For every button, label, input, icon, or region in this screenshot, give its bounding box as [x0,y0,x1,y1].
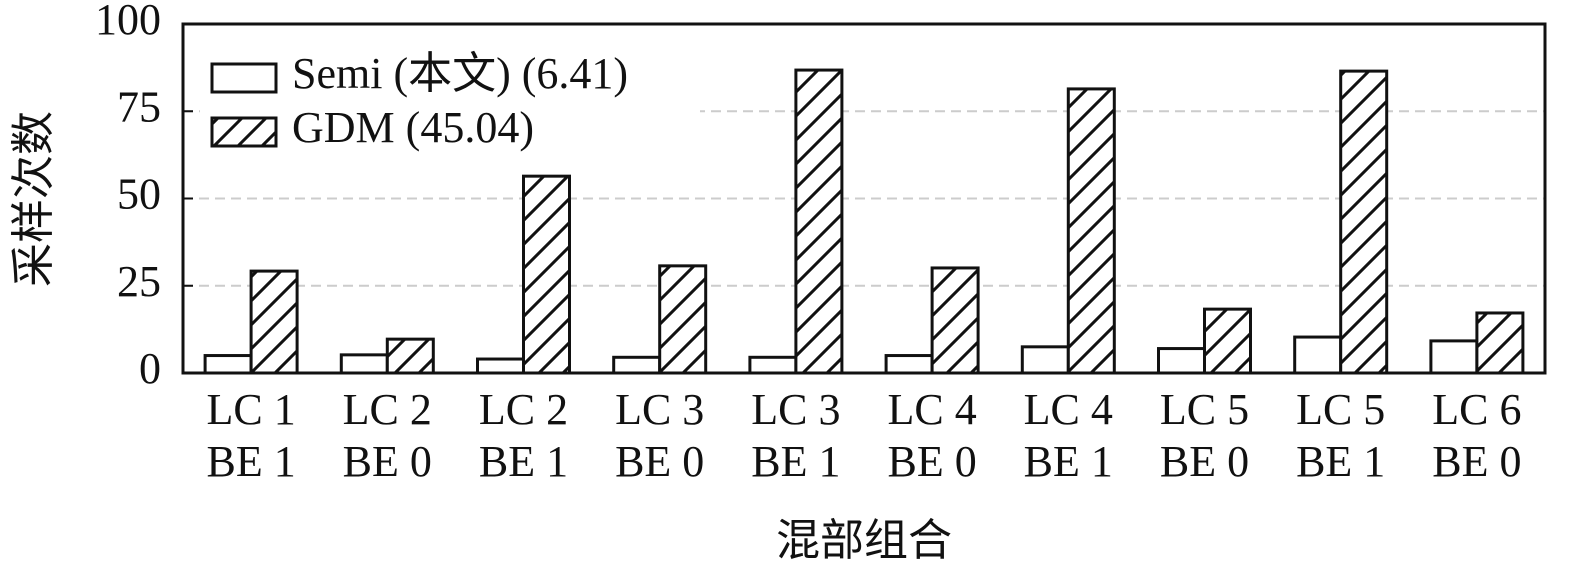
x-tick-label: BE 0 [343,437,432,486]
bar [1339,69,1389,375]
x-tick-label: LC 4 [887,385,976,434]
x-tick-label: BE 1 [206,437,295,486]
x-tick-label: LC 1 [206,385,295,434]
y-tick-label: 25 [117,257,161,306]
x-tick-label: LC 5 [1160,385,1249,434]
bar [339,353,389,375]
x-axis-label: 混部组合 [776,516,952,565]
x-tick-label: LC 2 [343,385,432,434]
x-tick-label: LC 3 [615,385,704,434]
bar [794,68,844,375]
x-tick-label: BE 0 [887,437,976,486]
x-tick-label: LC 6 [1432,385,1521,434]
x-tick-label: BE 1 [1296,437,1385,486]
bar [930,266,980,375]
bar [1203,307,1252,375]
legend-label: Semi (本文) (6.41) [292,49,628,98]
bar [1475,311,1525,375]
y-tick-label: 100 [95,0,161,44]
bar [476,357,525,375]
x-tick-label: BE 0 [1432,437,1521,486]
bar [1157,347,1206,375]
x-tick-label: LC 5 [1296,385,1385,434]
bar [658,264,708,375]
legend-bg [200,40,700,160]
y-axis-label: 采样次数 [9,111,58,287]
bar [748,355,798,375]
legend-label: GDM (45.04) [292,103,534,152]
legend-swatch [210,116,278,148]
bar [612,355,662,375]
x-tick-label: LC 3 [751,385,840,434]
bar [884,354,934,375]
bar [203,354,253,375]
x-tick-label: BE 0 [1160,437,1249,486]
y-tick-label: 0 [139,344,161,393]
x-tick-label: BE 1 [1024,437,1113,486]
x-tick-label: LC 2 [479,385,568,434]
bar [1429,339,1479,375]
bar [385,337,435,375]
legend-swatch [210,62,278,94]
bar [1293,335,1343,375]
bar [249,269,299,375]
x-tick-label: BE 1 [479,437,568,486]
bar [1020,345,1070,375]
y-tick-label: 50 [117,170,161,219]
x-tick-label: BE 1 [751,437,840,486]
bar [1066,87,1116,375]
x-tick-label: BE 0 [615,437,704,486]
bar [522,174,571,375]
y-tick-label: 75 [117,82,161,131]
x-tick-label: LC 4 [1024,385,1113,434]
plot-frame [181,22,1547,375]
